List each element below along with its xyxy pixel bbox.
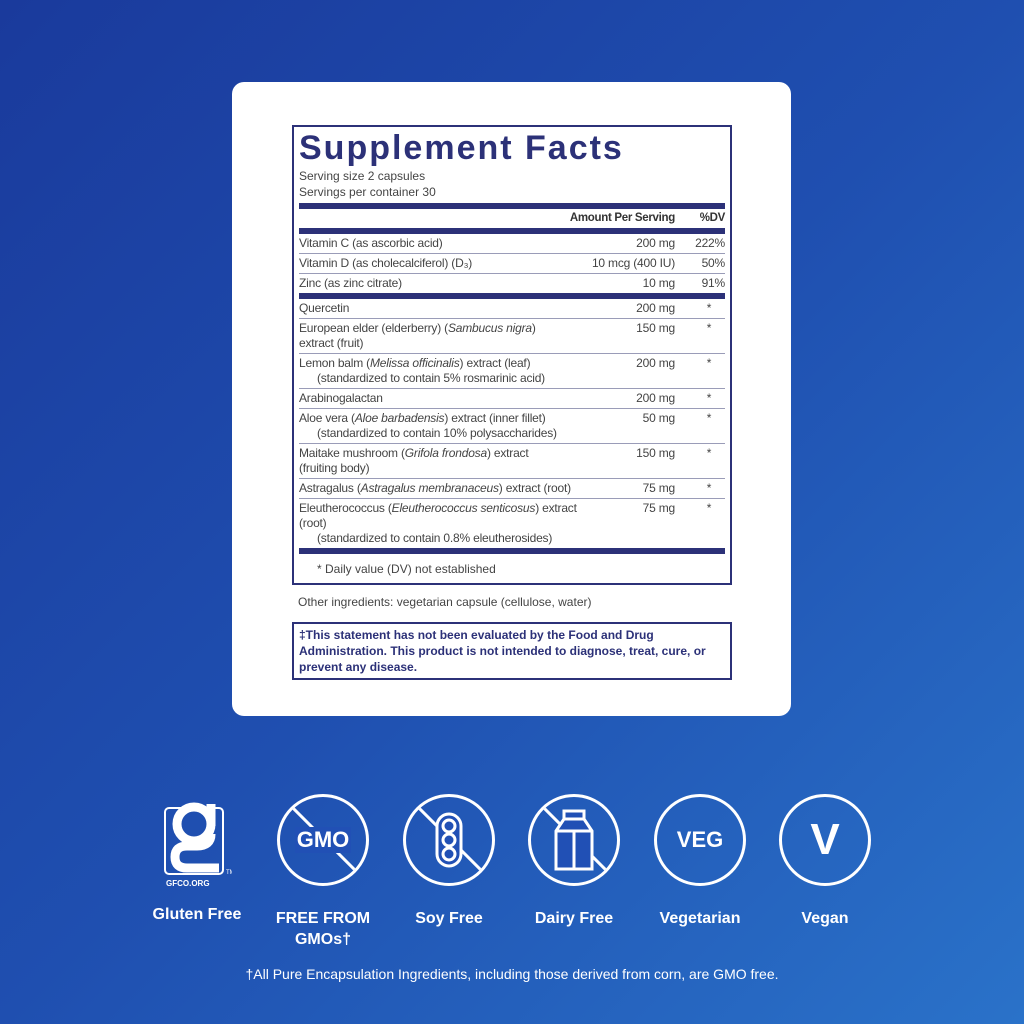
gmo-footnote: †All Pure Encapsulation Ingredients, inc… bbox=[245, 966, 779, 982]
nutrient-name: Vitamin D (as cholecalciferol) (D₃) bbox=[299, 256, 473, 270]
ingredient-detail: extract (fruit) bbox=[299, 336, 364, 350]
nutrient-amount: 200 mg bbox=[636, 236, 675, 250]
ingredient-name: Quercetin bbox=[299, 301, 350, 315]
dv-header: %DV bbox=[699, 212, 726, 224]
ingredient-name: Eleutherococcus (Eleutherococcus sentico… bbox=[299, 501, 577, 530]
ingredient-detail: (standardized to contain 10% polysacchar… bbox=[317, 426, 557, 440]
badge-label: Vegan bbox=[801, 910, 849, 927]
ingredient-detail: (standardized to contain 0.8% eleutheros… bbox=[317, 531, 553, 545]
vitamin-row: Vitamin D (as cholecalciferol) (D₃) 10 mc… bbox=[299, 254, 725, 274]
ingredient-amount: 75 mg bbox=[642, 501, 676, 515]
ingredient-name: Lemon balm (Melissa officinalis) extract… bbox=[299, 356, 531, 370]
ingredient-row: European elder (elderberry) (Sambucus ni… bbox=[299, 319, 725, 354]
nutrient-dv: 50% bbox=[701, 256, 726, 270]
svg-text:TM: TM bbox=[226, 870, 232, 876]
badge-label: Dairy Free bbox=[534, 910, 614, 927]
divider-thick bbox=[299, 293, 725, 299]
ingredient-dv: * bbox=[706, 391, 712, 405]
supplement-label-card: Supplement Facts Serving size 2 capsules… bbox=[232, 82, 791, 716]
no-dairy-icon bbox=[514, 794, 634, 892]
veg-icon: VEG bbox=[640, 794, 760, 892]
ingredient-row: Maitake mushroom (Grifola frondosa) extr… bbox=[299, 444, 725, 479]
vitamin-row: Zinc (as zinc citrate) 10 mg 91% bbox=[299, 274, 725, 293]
supplement-facts-panel: Supplement Facts Serving size 2 capsules… bbox=[292, 125, 732, 585]
ingredient-row: Quercetin 200 mg * bbox=[299, 299, 725, 319]
ingredient-dv: * bbox=[706, 446, 712, 460]
ingredient-amount: 150 mg bbox=[636, 446, 675, 460]
ingredient-amount: 150 mg bbox=[636, 321, 675, 335]
ingredient-row: Arabinogalactan 200 mg * bbox=[299, 389, 725, 409]
nutrient-dv: 91% bbox=[701, 276, 726, 290]
nutrient-amount: 10 mg bbox=[642, 276, 676, 290]
ingredient-dv: * bbox=[706, 356, 712, 370]
no-gmo-icon: GMO bbox=[263, 794, 383, 892]
badge-vegan: V Vegan bbox=[765, 794, 885, 929]
divider-thick bbox=[299, 203, 725, 209]
vegan-icon: V bbox=[765, 794, 885, 892]
amount-header: Amount Per Serving bbox=[569, 212, 675, 224]
ingredient-dv: * bbox=[706, 301, 712, 315]
ingredient-amount: 75 mg bbox=[642, 481, 676, 495]
ingredient-row: Eleutherococcus (Eleutherococcus sentico… bbox=[299, 499, 725, 548]
ingredient-amount: 50 mg bbox=[642, 411, 676, 425]
no-soy-icon bbox=[389, 794, 509, 892]
ingredient-amount: 200 mg bbox=[636, 301, 675, 315]
badge-no-dairy: Dairy Free bbox=[514, 794, 634, 929]
ingredient-name: Arabinogalactan bbox=[299, 391, 383, 405]
ingredient-dv: * bbox=[706, 481, 712, 495]
table-header: Amount Per Serving %DV bbox=[299, 209, 725, 228]
fda-disclaimer: ‡This statement has not been evaluated b… bbox=[292, 622, 732, 680]
badge-label: Gluten Free bbox=[152, 906, 242, 923]
badge-gluten-free-gfco: TM GFCO.ORG Gluten Free bbox=[137, 794, 257, 925]
svg-text:GFCO.ORG: GFCO.ORG bbox=[166, 879, 210, 888]
ingredient-amount: 200 mg bbox=[636, 356, 675, 370]
serving-size: Serving size 2 capsules bbox=[299, 169, 426, 183]
other-ingredients: Other ingredients: vegetarian capsule (c… bbox=[298, 595, 592, 609]
ingredient-detail: (standardized to contain 5% rosmarinic a… bbox=[317, 371, 545, 385]
badge-label: Soy Free bbox=[415, 910, 483, 927]
nutrient-amount: 10 mcg (400 IU) bbox=[591, 256, 675, 270]
vitamin-row: Vitamin C (as ascorbic acid) 200 mg 222% bbox=[299, 234, 725, 254]
ingredient-dv: * bbox=[706, 411, 712, 425]
dv-footnote: * Daily value (DV) not established bbox=[317, 562, 496, 576]
badge-label: Vegetarian bbox=[659, 910, 741, 927]
badge-no-soy: Soy Free bbox=[389, 794, 509, 929]
ingredient-name: European elder (elderberry) (Sambucus ni… bbox=[299, 321, 536, 335]
divider-thick bbox=[299, 548, 725, 554]
divider-thick bbox=[299, 228, 725, 234]
facts-title: Supplement Facts bbox=[299, 129, 624, 167]
ingredient-name: Maitake mushroom (Grifola frondosa) extr… bbox=[299, 446, 529, 460]
badge-veg: VEG Vegetarian bbox=[640, 794, 760, 929]
badge-no-gmo: GMO FREE FROM GMOs† bbox=[263, 794, 383, 950]
gluten-free-gfco-icon: TM GFCO.ORG bbox=[137, 794, 257, 892]
nutrient-name: Zinc (as zinc citrate) bbox=[299, 276, 402, 290]
ingredient-row: Lemon balm (Melissa officinalis) extract… bbox=[299, 354, 725, 389]
nutrient-name: Vitamin C (as ascorbic acid) bbox=[299, 236, 443, 250]
ingredient-amount: 200 mg bbox=[636, 391, 675, 405]
ingredient-dv: * bbox=[706, 321, 712, 335]
ingredient-row: Aloe vera (Aloe barbadensis) extract (in… bbox=[299, 409, 725, 444]
ingredient-dv: * bbox=[706, 501, 712, 515]
ingredient-name: Aloe vera (Aloe barbadensis) extract (in… bbox=[299, 411, 546, 425]
servings-per-container: Servings per container 30 bbox=[299, 185, 436, 199]
ingredient-row: Astragalus (Astragalus membranaceus) ext… bbox=[299, 479, 725, 499]
ingredient-name: Astragalus (Astragalus membranaceus) ext… bbox=[299, 481, 571, 495]
badge-label: FREE FROM GMOs† bbox=[275, 910, 371, 948]
nutrient-dv: 222% bbox=[695, 236, 725, 250]
ingredient-detail: (fruiting body) bbox=[299, 461, 370, 475]
